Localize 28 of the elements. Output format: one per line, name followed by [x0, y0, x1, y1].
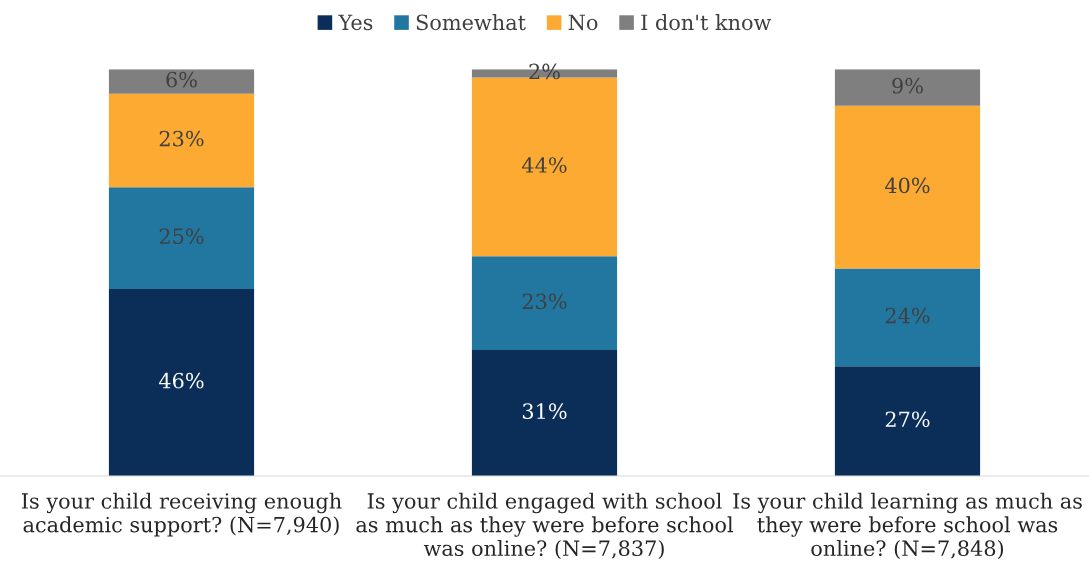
x-tick-label: Is your child learning as much as they were before school was online? (N=7,848)	[733, 492, 1082, 560]
bar	[471, 256, 618, 350]
x-tick-label: Is your child receiving enough academic support? (N=7,940)	[21, 492, 342, 537]
data-label: 23%	[159, 130, 204, 147]
bar	[834, 105, 981, 269]
bar	[834, 69, 981, 106]
legend-label: Yes	[338, 14, 373, 31]
bar	[108, 93, 255, 188]
bar	[108, 187, 255, 289]
data-label: 40%	[884, 177, 930, 194]
data-label: 44%	[521, 157, 567, 173]
legend-label: Somewhat	[416, 14, 526, 31]
data-label: 27%	[885, 411, 930, 428]
data-label: 6%	[166, 71, 197, 88]
bar	[108, 69, 255, 94]
data-label: 23%	[522, 293, 567, 310]
bar	[471, 349, 618, 477]
data-label: 24%	[885, 307, 930, 324]
legend-label: I don't know	[641, 14, 772, 31]
data-label: 46%	[158, 372, 204, 389]
legend-label: No	[568, 14, 598, 31]
data-label: 31%	[522, 403, 567, 420]
bar	[108, 288, 255, 477]
bar	[834, 268, 981, 367]
bar	[834, 366, 981, 477]
data-label: 25%	[159, 228, 204, 245]
x-tick-label: Is your child engaged with school as much as they were before school was online? (N=7,837)	[356, 492, 734, 560]
data-label: 9%	[892, 77, 923, 94]
